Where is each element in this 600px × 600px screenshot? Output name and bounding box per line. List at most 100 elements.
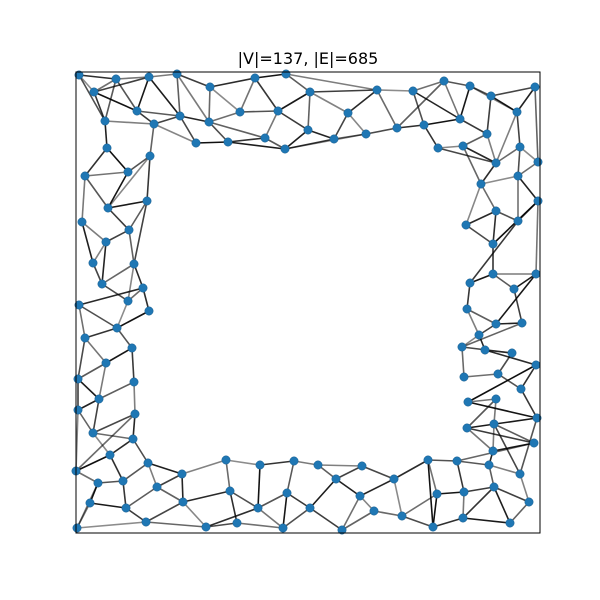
graph-edge xyxy=(462,517,511,524)
graph-node xyxy=(282,488,292,498)
graph-node xyxy=(474,330,484,340)
graph-node xyxy=(72,523,82,533)
graph-node xyxy=(223,137,233,147)
graph-edge xyxy=(239,77,256,113)
graph-node xyxy=(74,70,84,80)
graph-edge xyxy=(127,155,151,173)
graph-node xyxy=(93,478,103,488)
graph-edge xyxy=(182,490,231,503)
graph-edge xyxy=(179,115,210,123)
graph-node xyxy=(178,497,188,507)
graph-node xyxy=(465,81,475,91)
graph-node xyxy=(357,461,367,471)
graph-edge xyxy=(361,465,395,480)
graph-edge xyxy=(480,175,519,185)
graph-edge xyxy=(156,473,183,488)
graph-node xyxy=(337,525,347,535)
graph-edge xyxy=(101,241,107,285)
graph-node xyxy=(515,142,525,152)
graph-edge xyxy=(101,283,129,302)
graph-edge xyxy=(257,507,284,529)
graph-edge xyxy=(76,521,147,529)
graph-edge xyxy=(466,308,480,336)
graph-edge xyxy=(122,480,127,509)
graph-edge xyxy=(136,76,150,112)
graph-edge xyxy=(333,112,349,140)
graph-edge xyxy=(105,347,133,364)
graph-edge xyxy=(347,112,367,135)
graph-node xyxy=(129,377,139,387)
graph-edge xyxy=(376,89,398,129)
graph-node xyxy=(100,116,110,126)
graph-edge xyxy=(282,492,288,529)
graph-node xyxy=(491,206,501,216)
graph-edge xyxy=(107,207,130,231)
graph-node xyxy=(331,474,341,484)
graph-edge xyxy=(396,80,445,129)
graph-edge xyxy=(115,76,150,80)
graph-node xyxy=(459,372,469,382)
graph-node xyxy=(516,384,526,394)
graph-node xyxy=(515,469,525,479)
graph-edge xyxy=(467,401,538,419)
graph-edge xyxy=(208,86,211,123)
graph-node xyxy=(397,511,407,521)
graph-node xyxy=(480,345,490,355)
graph-node xyxy=(491,158,501,168)
graph-node xyxy=(80,333,90,343)
graph-edge xyxy=(466,398,497,429)
graph-node xyxy=(457,342,467,352)
graph-edge xyxy=(462,145,497,164)
graph-node xyxy=(491,394,501,404)
graph-node xyxy=(232,518,242,528)
graph-edge xyxy=(78,74,106,122)
graph-edge xyxy=(127,263,135,302)
graph-node xyxy=(145,151,155,161)
graph-node xyxy=(253,503,263,513)
graph-edge xyxy=(465,224,494,245)
graph-node xyxy=(149,119,159,129)
graph-node xyxy=(533,157,543,167)
graph-edge xyxy=(335,478,361,497)
graph-edge xyxy=(519,417,538,475)
graph-edge xyxy=(469,220,519,284)
graph-edge xyxy=(513,288,523,324)
graph-node xyxy=(329,134,339,144)
graph-node xyxy=(132,106,142,116)
graph-edge xyxy=(176,73,181,117)
graph-edge xyxy=(93,76,150,93)
graph-node xyxy=(128,434,138,444)
graph-edge xyxy=(462,145,482,185)
graph-edge xyxy=(109,454,124,482)
graph-node xyxy=(486,91,496,101)
graph-node xyxy=(343,108,353,118)
graph-node xyxy=(513,216,523,226)
graph-node xyxy=(361,129,371,139)
graph-node xyxy=(73,374,83,384)
graph-edge xyxy=(179,115,197,144)
graph-edge xyxy=(77,378,100,400)
graph-edge xyxy=(467,364,537,403)
plot-frame xyxy=(75,71,541,534)
graph-edge xyxy=(427,459,434,528)
graph-edge xyxy=(462,133,488,147)
graph-edge xyxy=(459,85,471,120)
graph-edge xyxy=(333,133,367,140)
graph-node xyxy=(118,476,128,486)
graph-edge xyxy=(208,121,229,143)
graph-edge xyxy=(77,409,94,434)
graph-edge xyxy=(493,486,511,524)
graph-node xyxy=(517,318,527,328)
graph-node xyxy=(305,87,315,97)
graph-edge xyxy=(463,486,495,493)
graph-edge xyxy=(480,183,497,212)
graph-edge xyxy=(81,175,86,223)
graph-edge xyxy=(488,464,521,475)
graph-edge xyxy=(373,510,403,517)
graph-node xyxy=(419,120,429,130)
graph-edge xyxy=(78,74,117,80)
graph-node xyxy=(204,117,214,127)
graph-node xyxy=(484,460,494,470)
graph-node xyxy=(369,506,379,516)
graph-edge xyxy=(156,486,184,503)
